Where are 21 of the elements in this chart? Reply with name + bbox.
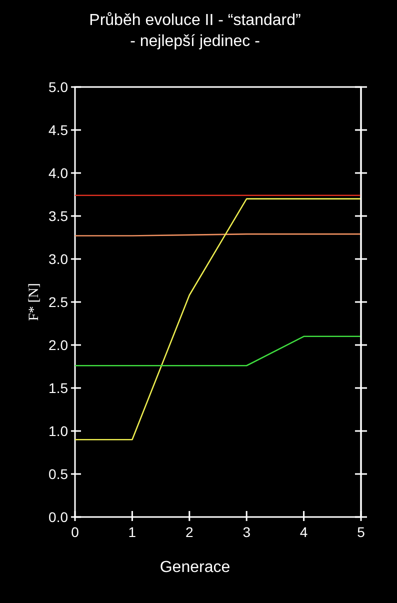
x-tick-label: 2 (186, 524, 194, 540)
x-tick-label: 4 (300, 524, 308, 540)
y-tick-label: 4.5 (48, 122, 68, 138)
y-tick-label: 5.0 (48, 79, 68, 95)
y-tick-label: 2.0 (48, 337, 68, 353)
x-tick-label: 1 (128, 524, 136, 540)
y-tick-label: 0.5 (48, 466, 68, 482)
y-tick-label: 3.0 (48, 251, 68, 267)
x-tick-label: 5 (357, 524, 366, 540)
x-tick-label: 3 (242, 524, 251, 540)
y-tick-label: 1.5 (48, 380, 68, 396)
y-tick-label: 1.0 (48, 423, 68, 439)
y-tick-label: 4.0 (48, 165, 68, 181)
y-tick-label: 3.5 (48, 208, 68, 224)
y-axis-title: F* [N] (27, 283, 42, 321)
x-axis-title: Generace (160, 559, 230, 576)
y-tick-label: 0.0 (48, 509, 68, 525)
x-tick-label: 0 (71, 524, 80, 540)
chart-title: Průběh evoluce II - “standard” (89, 12, 301, 29)
y-tick-label: 2.5 (48, 294, 68, 310)
chart-subtitle: - nejlepší jedinec - (130, 33, 260, 50)
